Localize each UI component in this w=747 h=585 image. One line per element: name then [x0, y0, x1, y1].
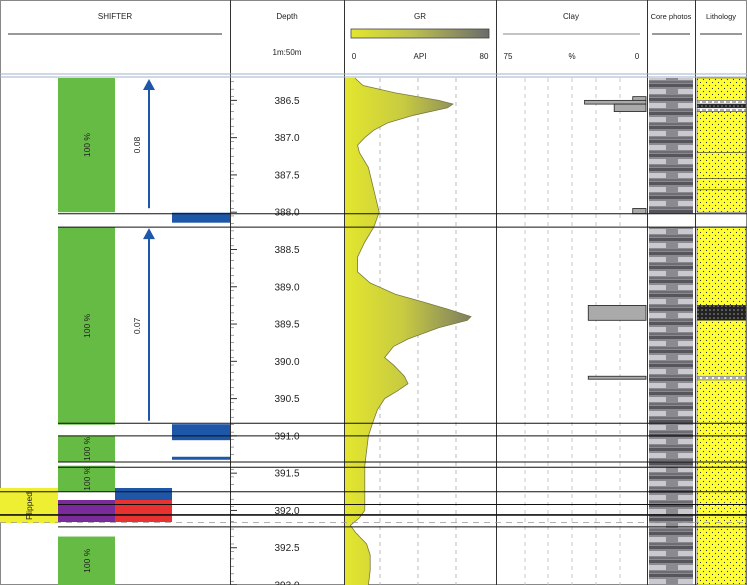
depth-label: 391.0	[274, 431, 299, 442]
header-shifter-title: SHIFTER	[98, 12, 132, 21]
header-clay-left: 75	[504, 52, 513, 61]
shift-arrow-head	[143, 228, 155, 240]
core-gap	[649, 213, 693, 228]
lith-bed-sand	[696, 379, 747, 437]
shift-flag	[172, 212, 230, 223]
depth-label: 391.5	[274, 469, 299, 480]
shifter-interval	[58, 536, 115, 585]
shifter-percent: 100 %	[82, 313, 92, 338]
depth-label: 389.5	[274, 320, 299, 331]
depth-label: 387.5	[274, 170, 299, 181]
lith-bed-sand	[696, 111, 747, 153]
header-depth-title: Depth	[276, 12, 297, 21]
shift-value: 0.08	[132, 137, 142, 154]
flipped-marker	[0, 488, 58, 523]
header-core-title: Core photos	[651, 12, 692, 21]
header-lith-title: Lithology	[706, 12, 736, 21]
header-gr-max: 80	[480, 52, 489, 61]
shifter-percent: 100 %	[82, 436, 92, 461]
header-core: Core photos	[651, 12, 692, 35]
gr-color-scale	[350, 28, 490, 39]
header-gr-unit: API	[414, 52, 427, 61]
clay-bar	[613, 103, 647, 112]
clay-track	[584, 96, 647, 380]
depth-label: 389.0	[274, 282, 299, 293]
depth-label: 386.5	[274, 96, 299, 107]
column-separators	[230, 0, 696, 585]
header-gr: GR 0 API 80	[350, 12, 490, 61]
depth-label: 392.5	[274, 543, 299, 554]
clay-bar	[584, 99, 647, 105]
shifter-interval	[58, 78, 115, 213]
lithology-track	[696, 77, 747, 585]
depth-label: 388.5	[274, 245, 299, 256]
shifter-interval	[58, 227, 115, 425]
depth-label: 393.0	[274, 581, 299, 585]
lith-bed-coal	[696, 103, 747, 109]
depth-track: 386.5387.0387.5388.0388.5389.0389.5390.0…	[231, 81, 300, 585]
header-shifter: SHIFTER	[8, 12, 222, 35]
lith-bed-shaly	[696, 375, 747, 381]
shift-value: 0.07	[132, 317, 142, 334]
header-gr-min: 0	[352, 52, 357, 61]
header-depth: Depth 1m:50m	[273, 12, 302, 57]
shifter-track: 100 % 0.08 100 % 0.07 100 % 100 % 100 %	[58, 78, 230, 585]
clay-grid	[524, 78, 621, 585]
lith-bed-sand	[696, 189, 747, 213]
gr-track	[345, 77, 472, 585]
depth-label: 390.0	[274, 357, 299, 368]
header-clay-right: 0	[635, 52, 640, 61]
shift-flag	[172, 424, 230, 441]
lith-bed-sand	[696, 77, 747, 101]
shifter-interval	[58, 435, 115, 462]
core-photo-column	[649, 78, 693, 585]
gr-curve-fill	[345, 78, 471, 585]
header-clay-unit: %	[568, 52, 575, 61]
shift-arrow-head	[143, 79, 155, 90]
clay-bar	[587, 375, 647, 380]
header-clay-title: Clay	[563, 12, 579, 21]
flipped-group: Flipped	[0, 488, 172, 523]
depth-label: 390.5	[274, 394, 299, 405]
shifter-percent: 100 %	[82, 133, 92, 158]
clay-bar	[632, 208, 647, 215]
depth-label: 387.0	[274, 133, 299, 144]
shifter-percent: 100 %	[82, 548, 92, 573]
header-lith: Lithology	[700, 12, 742, 35]
flipped-label: Flipped	[24, 492, 34, 520]
lith-bed-shaly	[696, 107, 747, 112]
header-gr-title: GR	[414, 12, 426, 21]
flipped-purple-block	[58, 500, 115, 522]
lith-bed-sand	[696, 226, 747, 306]
lith-bed-shaly	[696, 100, 747, 105]
header-clay: Clay 75 % 0	[503, 12, 640, 61]
lith-bed-sand	[696, 320, 747, 377]
clay-bar	[632, 96, 647, 101]
flipped-red-block	[115, 500, 172, 522]
lith-bed-sand	[696, 435, 747, 585]
shifter-percent: 100 %	[82, 466, 92, 491]
header-depth-scale: 1m:50m	[273, 48, 302, 57]
shift-flag	[172, 456, 230, 460]
interval-boundaries	[0, 213, 747, 528]
lith-bed-coal	[696, 305, 747, 321]
core-photos-track	[649, 78, 693, 585]
gr-curve-line	[349, 77, 472, 585]
depth-label: 392.0	[274, 506, 299, 517]
lith-bed-sand	[696, 178, 747, 191]
clay-bar	[587, 305, 647, 321]
flipped-blue-block	[115, 488, 172, 500]
lith-bed-sand	[696, 152, 747, 179]
shifter-interval	[58, 465, 115, 492]
